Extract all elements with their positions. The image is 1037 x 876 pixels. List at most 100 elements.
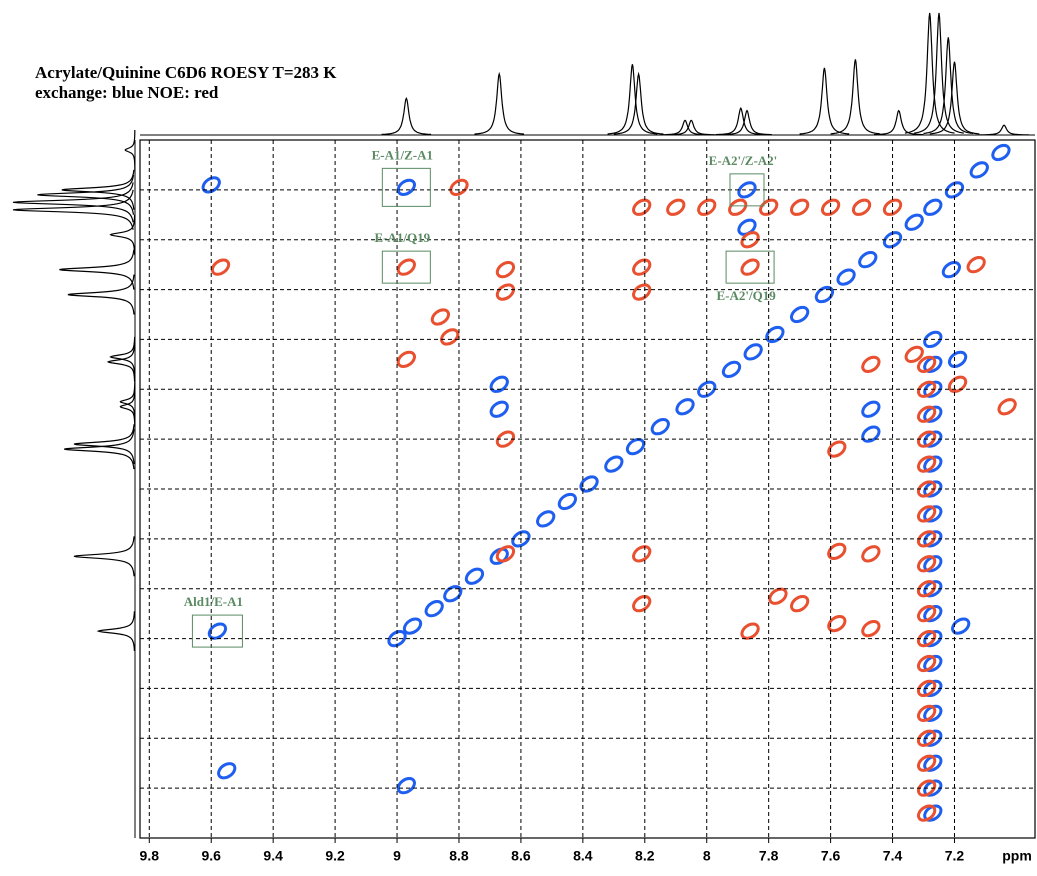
cross-peak [489,375,509,393]
x-tick-label: 9.6 [201,848,221,864]
cross-peak [851,198,872,216]
cross-peak [820,198,841,216]
projection-peak [613,71,664,135]
cross-peak [916,555,937,573]
x-tick-label: 7.4 [883,848,903,864]
annotation-label: E-A1/Q19 [375,230,431,245]
cross-peak [827,440,847,458]
cross-peak [790,198,810,216]
cross-peak [217,762,237,780]
projection-peak [12,182,134,223]
cross-peak [923,405,943,423]
cross-peak [625,437,646,456]
cross-peak [743,343,763,361]
x-tick-label: 9.4 [263,848,283,864]
cross-peak [721,360,742,378]
cross-peak [430,308,451,326]
chart-title: Acrylate/Quinine C6D6 ROESY T=283 K [35,63,337,82]
cross-peak [604,455,624,473]
cross-peak [923,480,943,498]
annotation-label: E-A2'/Z-A2' [709,153,778,168]
cross-peak [495,430,516,448]
x-tick-label: 8.8 [449,848,469,864]
chart-subtitle: exchange: blue NOE: red [35,83,219,102]
projection-peak [73,424,135,465]
cross-peak [424,600,444,618]
cross-peak [207,622,228,640]
projection-peak [474,71,525,135]
cross-peak [396,777,416,795]
cross-peak [923,355,943,373]
x-tick-label: 9.8 [140,848,160,864]
cross-peak [836,268,856,286]
cross-peak [396,350,416,368]
cross-peak [916,480,937,498]
cross-peak [768,587,788,605]
cross-peak [632,258,652,276]
cross-peak [440,328,460,346]
cross-peak [916,654,937,673]
projection-peak [119,381,136,422]
projection-peak [67,274,135,315]
cross-peak [396,178,416,196]
cross-peak [858,251,878,269]
cross-peak [464,567,485,585]
cross-peak [632,545,652,563]
projection-peak [59,249,135,290]
x-tick-label: 9 [393,848,401,864]
projection-peak [61,169,135,210]
annotation-label: Ald1/E-A1 [184,594,243,609]
cross-peak [759,198,779,216]
cross-peak [827,542,847,560]
cross-peak [740,258,760,276]
cross-peak [916,455,937,473]
annotation-box [381,167,431,207]
cross-peak [947,350,968,368]
cross-peak [923,198,943,216]
x-tick-label: 8 [703,848,711,864]
cross-peak [861,400,881,418]
projection-peak [73,536,135,577]
projection-peak [96,611,135,651]
cross-peak [923,380,943,398]
cross-peak [944,181,965,199]
projection-peak [381,96,432,135]
cross-peak [697,198,717,216]
cross-peak [904,345,924,364]
cross-peak [916,405,937,423]
cross-peak [916,580,937,598]
cross-peak [916,430,937,448]
cross-peak [666,198,686,216]
projection-peak [37,174,135,215]
projection-peak [799,67,850,135]
cross-peak [916,779,937,797]
x-tick-label: 7.2 [945,848,965,864]
x-tick-label: 7.8 [759,848,779,864]
cross-peak [882,231,903,249]
projection-peak [109,214,136,255]
cross-peak [557,492,578,511]
cross-peak [916,355,937,373]
projection-peak [12,189,134,230]
cross-peak [443,585,463,603]
annotation-box [725,250,775,284]
cross-peak [923,629,943,648]
cross-peak [697,380,717,398]
projection-peak [979,124,1029,136]
cross-peak [916,679,937,698]
cross-peak [923,505,943,523]
cross-peak [765,325,785,344]
annotation-box [381,250,431,284]
cross-peak [579,475,599,493]
cross-peak [916,704,937,722]
cross-peak [923,530,943,548]
cross-peak [923,729,943,747]
projection-peak [904,12,955,134]
cross-peak [790,305,810,324]
cross-peak [861,545,881,563]
x-axis-label: ppm [1002,848,1032,864]
projection-peak [914,12,964,134]
cross-peak [923,654,943,673]
cross-peak [966,256,986,274]
